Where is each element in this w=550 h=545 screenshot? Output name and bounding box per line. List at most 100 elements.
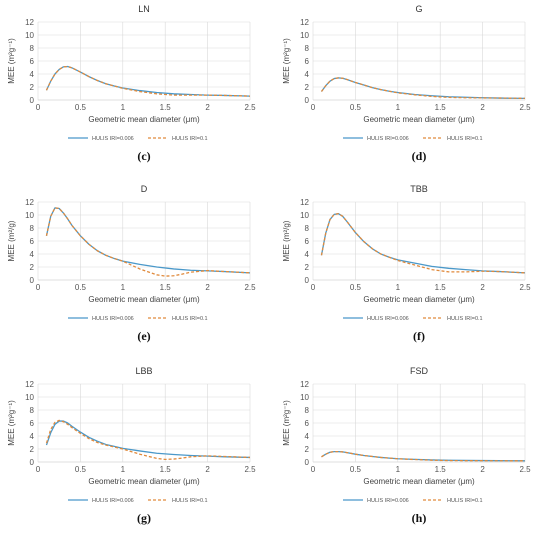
y-tick-label: 0 [30, 276, 35, 285]
x-tick-label: 2.5 [244, 283, 256, 292]
series-line-2 [45, 65, 251, 97]
y-tick-label: 8 [305, 224, 310, 233]
panel-letter: (d) [412, 149, 427, 163]
series-line-1 [45, 65, 251, 97]
legend-label: HULIS IRI=0.006 [92, 136, 134, 142]
x-tick-label: 2.5 [519, 103, 531, 112]
y-tick-label: 10 [25, 31, 34, 40]
y-tick-label: 2 [305, 263, 310, 272]
y-tick-label: 8 [305, 406, 310, 415]
x-tick-label: 0 [36, 283, 41, 292]
x-tick-label: 0.5 [75, 283, 87, 292]
legend-label: HULIS IRI=0.1 [172, 316, 208, 322]
x-axis-label: Geometric mean diameter (μm) [363, 115, 475, 124]
x-tick-label: 2.5 [519, 283, 531, 292]
series-line-1 [45, 420, 251, 459]
chart-title: D [141, 184, 148, 194]
legend-label: HULIS IRI=0.1 [447, 498, 483, 504]
y-axis-label: MEE (m²g⁻¹) [7, 400, 16, 446]
x-tick-label: 1 [121, 283, 126, 292]
y-tick-label: 10 [300, 31, 309, 40]
panel-letter: (h) [412, 511, 427, 525]
x-tick-label: 2.5 [244, 103, 256, 112]
series-line-1 [320, 213, 526, 274]
x-axis-label: Geometric mean diameter (μm) [88, 295, 200, 304]
x-tick-label: 1 [396, 283, 401, 292]
y-axis-label: MEE (m²/g) [282, 220, 291, 261]
x-tick-label: 0.5 [350, 465, 362, 474]
y-tick-label: 0 [30, 96, 35, 105]
y-tick-label: 2 [30, 83, 35, 92]
y-tick-label: 4 [30, 432, 35, 441]
x-tick-label: 2 [480, 465, 485, 474]
x-axis-label: Geometric mean diameter (μm) [363, 295, 475, 304]
y-tick-label: 0 [305, 96, 310, 105]
x-tick-label: 0 [311, 283, 316, 292]
x-axis-label: Geometric mean diameter (μm) [88, 477, 200, 486]
legend-label: HULIS IRI=0.1 [172, 136, 208, 142]
legend-label: HULIS IRI=0.006 [92, 316, 134, 322]
chart-panel: LN 0 2 4 6 8 10 12 0 0.5 1 1.5 2 2.5 MEE (m²g⁻¹) Geomet… [7, 4, 256, 163]
series-line-1 [45, 207, 251, 274]
y-tick-label: 8 [30, 224, 35, 233]
x-tick-label: 2 [480, 283, 485, 292]
legend-label: HULIS IRI=0.1 [447, 316, 483, 322]
x-tick-label: 2.5 [244, 465, 256, 474]
legend-label: HULIS IRI=0.006 [367, 498, 409, 504]
y-tick-label: 10 [25, 211, 34, 220]
series-line-2 [320, 213, 526, 274]
legend-label: HULIS IRI=0.006 [92, 498, 134, 504]
panel-letter: (c) [137, 149, 150, 163]
y-tick-label: 2 [305, 445, 310, 454]
x-tick-label: 0 [36, 103, 41, 112]
x-tick-label: 0.5 [350, 103, 362, 112]
x-tick-label: 0 [36, 465, 41, 474]
chart-panel: TBB 0 2 4 6 8 10 12 0 0.5 1 1.5 2 2.5 MEE (m²/g) Geomet… [282, 184, 531, 343]
legend-label: HULIS IRI=0.006 [367, 136, 409, 142]
y-tick-label: 6 [30, 57, 35, 66]
x-tick-label: 1.5 [160, 283, 172, 292]
series-line-2 [45, 419, 251, 461]
y-tick-label: 6 [30, 419, 35, 428]
y-tick-label: 8 [30, 406, 35, 415]
x-tick-label: 2 [480, 103, 485, 112]
chart-title: G [415, 4, 422, 14]
x-tick-label: 0.5 [75, 465, 87, 474]
chart-title: TBB [410, 184, 428, 194]
panel-letter: (f) [413, 329, 425, 343]
series-line-2 [320, 77, 526, 100]
legend-label: HULIS IRI=0.006 [367, 316, 409, 322]
x-axis-label: Geometric mean diameter (μm) [88, 115, 200, 124]
x-tick-label: 2 [205, 465, 210, 474]
x-tick-label: 1.5 [435, 283, 447, 292]
x-tick-label: 1 [396, 103, 401, 112]
y-tick-label: 4 [30, 70, 35, 79]
y-tick-label: 12 [300, 380, 309, 389]
y-tick-label: 8 [305, 44, 310, 53]
y-tick-label: 12 [25, 18, 34, 27]
x-tick-label: 0 [311, 103, 316, 112]
x-tick-label: 1 [396, 465, 401, 474]
y-tick-label: 12 [25, 380, 34, 389]
x-tick-label: 1.5 [160, 465, 172, 474]
chart-panel: G 0 2 4 6 8 10 12 0 0.5 1 1.5 2 2.5 MEE (m²g⁻¹) Geometr… [282, 4, 531, 163]
y-tick-label: 4 [30, 250, 35, 259]
x-tick-label: 2 [205, 103, 210, 112]
x-tick-label: 1 [121, 465, 126, 474]
y-tick-label: 4 [305, 70, 310, 79]
y-tick-label: 6 [305, 419, 310, 428]
y-tick-label: 2 [305, 83, 310, 92]
chart-panel: FSD 0 2 4 6 8 10 12 0 0.5 1 1.5 2 2.5 MEE (m²g⁻¹) Geome… [282, 366, 531, 525]
chart-title: LN [138, 4, 150, 14]
y-tick-label: 4 [305, 432, 310, 441]
x-tick-label: 0 [311, 465, 316, 474]
chart-panel: LBB 0 2 4 6 8 10 12 0 0.5 1 1.5 2 2.5 MEE (m²g⁻¹) Geome… [7, 366, 256, 525]
legend-label: HULIS IRI=0.1 [172, 498, 208, 504]
panel-letter: (g) [137, 511, 151, 525]
series-line-2 [321, 450, 526, 462]
x-tick-label: 0.5 [350, 283, 362, 292]
series-line-2 [45, 207, 251, 277]
y-axis-label: MEE (m²g⁻¹) [282, 38, 291, 84]
legend-label: HULIS IRI=0.1 [447, 136, 483, 142]
